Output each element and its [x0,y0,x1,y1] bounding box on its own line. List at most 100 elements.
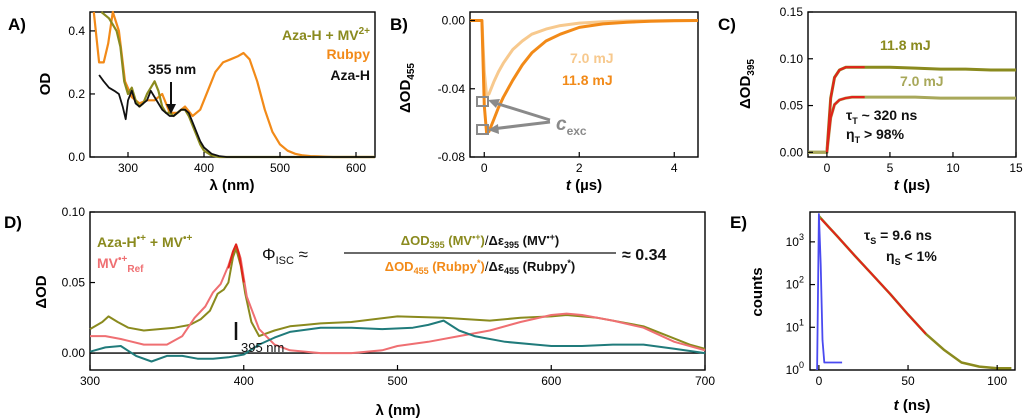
panel-d-series [89,243,706,363]
x-tick-label: 500 [270,161,290,175]
y-tick-label: 0.10 [780,52,804,66]
panel-a-legend-rubpy: Rubpy [326,46,370,62]
series-aza-h [98,74,375,158]
x-tick-label: 300 [118,161,138,175]
y-tick-label: 0.00 [780,145,804,159]
y-tick-label: 0.10 [62,205,86,219]
panel-c-legend-11mj: 11.8 mJ [880,37,931,53]
y-tick-label: -0.08 [438,150,466,164]
panel-a-legend-aza-mv: Aza-H + MV2+ [282,26,370,43]
panel-b-xlabel: t (µs) [566,177,602,194]
panel-e-tau-s: τS = 9.6 ns [864,227,932,246]
panel-a-ticks: 300 400 500 600 0.0 0.2 0.4 [68,24,366,175]
panel-b-cexc-label: cexc [556,114,587,138]
panel-c-label: C) [718,15,736,34]
panel-b-label: B) [390,15,408,34]
panel-d-xlabel: λ (nm) [376,402,421,419]
panel-d-ylabel: ΔOD [33,275,50,308]
panel-b-marker-high [476,96,489,107]
panel-a-xlabel: λ (nm) [210,177,255,194]
x-tick-label: 0 [481,161,488,175]
y-tick-label: 0.0 [68,150,85,164]
x-tick-label: 5 [887,161,894,175]
panel-e-ylabel: counts [749,267,766,316]
panel-b-ylabel: ΔOD455 [397,63,417,113]
panel-e-axes-frame [809,211,1016,371]
y-tick-label: 100 [786,360,804,377]
panel-e-series [816,213,1012,371]
y-tick-label: 101 [786,317,804,334]
y-tick-label: 0.05 [780,99,804,113]
panel-b-arrow-upper [491,100,551,122]
panel-c-tau-t: τT ~ 320 ns [846,107,918,126]
panel-e-label: E) [730,213,747,232]
x-tick-label: 700 [695,374,715,388]
x-tick-label: 500 [387,374,407,388]
x-tick-label: 2 [576,161,583,175]
panel-d-395-label: 395 nm [241,340,284,355]
x-tick-label: 400 [234,374,254,388]
panel-b-arrowhead-lower [488,124,499,134]
panel-a-series [92,10,375,159]
panel-c-ticks: 0 5 10 15 0.00 0.05 0.10 0.15 [780,5,1023,175]
panel-a-label: A) [8,15,26,34]
equation-denominator: ΔOD455 (Rubpy*)/Δε455 (Rubpy*) [385,258,576,276]
y-tick-label: 102 [786,275,804,292]
panel-e-eta-s: ηS < 1% [886,248,937,267]
panel-a-legend-aza: Aza-H [330,67,370,83]
y-tick-label: 0.2 [68,87,85,101]
phi-isc-equation: ΦISC ≈ ΔOD395 (MV•+)/Δε395 (MV•+) ΔOD455… [262,232,666,276]
x-tick-label: 600 [541,374,561,388]
panel-b-arrow-lower [491,120,551,131]
y-tick-label: 0.4 [68,24,85,38]
panel-c-xlabel: t (µs) [894,177,930,194]
y-tick-label: 0.00 [62,346,86,360]
x-tick-label: 0 [816,374,823,388]
equation-numerator: ΔOD395 (MV•+)/Δε395 (MV•+) [401,232,559,250]
panel-d-legend-aza-mv: Aza-H•+ + MV•+ [97,233,192,250]
y-tick-label: 103 [786,232,804,249]
y-tick-label: -0.04 [438,82,466,96]
panel-a-arrow-head [166,104,176,114]
x-tick-label: 15 [1009,161,1023,175]
panel-e: E) 0 50 100 100 101 102 103 t (ns) counts τS =… [730,211,1016,414]
series-fit-7-0-mj [825,95,865,153]
series-mv-ref [90,243,706,355]
panel-d: D) 300 400 500 600 700 0.00 0.05 0.10 λ (nm) ΔO… [4,205,715,419]
series-7-0-mj [808,95,1016,154]
panel-b-ticks: 0 2 4 0.00 -0.04 -0.08 [438,14,678,175]
panel-c: C) 0 5 10 150.000.050.100.15 t (µs) ΔOD395 … [718,5,1023,194]
panel-b: B) 0 2 4 0.00 -0.04 -0.08 t (µs) ΔOD455 7.0 m… [390,11,699,194]
series-irf [816,213,843,371]
panel-b-marker-low [476,124,489,135]
panel-e-ticks: 0 50 100 100 101 102 103 [786,232,1008,388]
panel-b-legend-7mj: 7.0 mJ [570,50,614,66]
x-tick-label: 600 [346,161,366,175]
series-fit-11-8-mj [825,66,865,153]
x-tick-label: 50 [901,374,915,388]
panel-b-legend-11mj: 11.8 mJ [562,72,613,88]
x-tick-label: 100 [987,374,1007,388]
equation-lhs: ΦISC ≈ [262,245,308,267]
panel-e-xlabel: t (ns) [894,397,931,414]
panel-d-ticks: 300 400 500 600 700 0.00 0.05 0.10 [62,205,716,388]
y-tick-label: 0.15 [780,5,804,19]
panel-c-legend-7mj: 7.0 mJ [900,73,944,89]
panel-a: A) 300 400 500 600 0.0 0.2 0.4 λ (nm) OD Aza-H… [8,10,376,194]
panel-b-arrowhead-upper [488,99,500,108]
y-tick-label: 0.05 [62,276,86,290]
panel-b-axes-frame [469,11,699,158]
panel-d-label: D) [4,213,22,232]
panel-c-ylabel: ΔOD395 [737,59,757,109]
series-fit [819,217,927,335]
panel-c-eta-t: ηT > 98% [846,126,905,145]
series-fit [227,243,245,283]
x-tick-label: 400 [194,161,214,175]
equation-result: ≈ 0.34 [622,247,666,264]
panel-a-annotation-355: 355 nm [148,61,196,77]
series-aza-h-difference [89,319,706,363]
panel-c-axes-frame [807,11,1017,158]
panel-c-series [808,65,1016,154]
x-tick-label: 300 [80,374,100,388]
